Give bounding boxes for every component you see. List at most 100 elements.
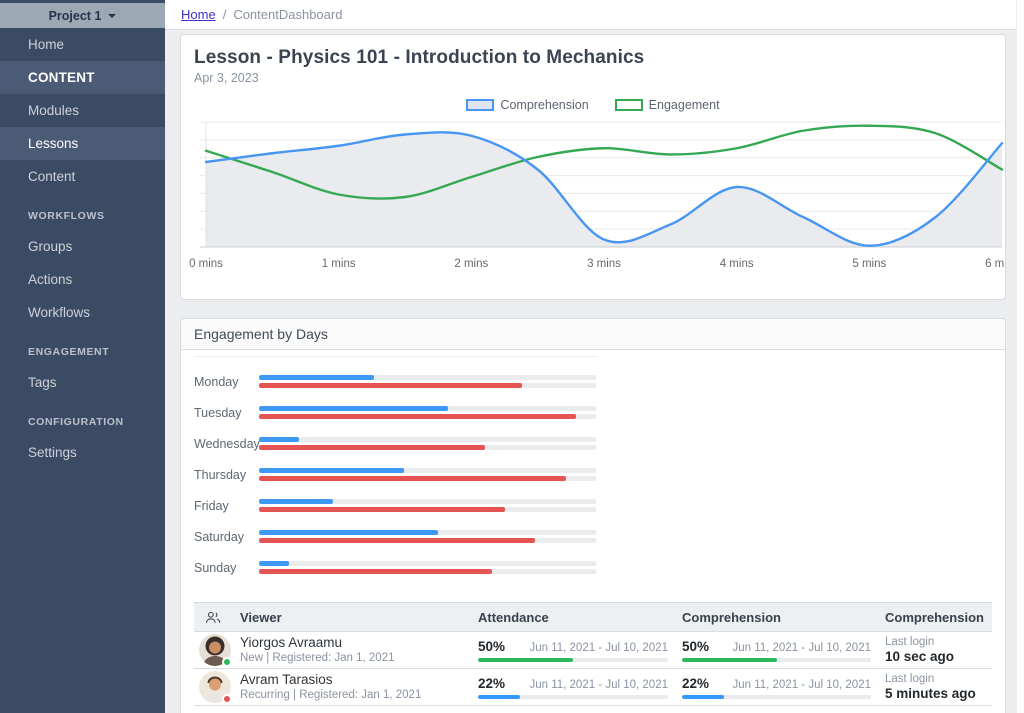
viewer-table: Viewer Attendance Comprehension Comprehensi… <box>194 602 992 706</box>
column-header-comprehension-3: Comprehension <box>885 609 984 625</box>
avatar <box>199 671 232 704</box>
day-label: Thursday <box>194 467 247 482</box>
main-area: Home / ContentDashboard Lesson - Physics… <box>165 0 1024 713</box>
day-label: Tuesday <box>194 405 242 420</box>
date-range: Jun 11, 2021 - Jul 10, 2021 <box>732 678 871 691</box>
sidebar-item-lessons[interactable]: Lessons <box>0 127 165 160</box>
day-row-wednesday: Wednesday <box>194 428 598 459</box>
sidebar-item-modules[interactable]: Modules <box>28 103 80 118</box>
progress-fill <box>478 694 520 699</box>
bar-fill-engagement-red <box>259 507 505 512</box>
progress-track <box>682 694 871 699</box>
breadcrumb-separator: / <box>222 7 227 22</box>
breadcrumb-home-link[interactable]: Home <box>181 7 216 22</box>
chart-legend: Comprehension Engagement <box>194 98 992 112</box>
project-dropdown[interactable]: Project 1 <box>0 3 165 28</box>
day-row-tuesday: Tuesday <box>194 397 598 428</box>
cell-last-login: Last login 10 sec ago <box>881 635 992 665</box>
bar-track <box>259 538 596 543</box>
viewer-meta: New | Registered: Jan 1, 2021 <box>240 652 395 664</box>
bar-track <box>259 375 596 380</box>
line-chart: 0 mins 1 mins 2 mins 3 mins 4 mins 5 mins 6 mi… <box>189 120 1006 272</box>
viewer-table-header-icon-cell <box>194 610 236 625</box>
percent-value: 22% <box>478 675 506 691</box>
sidebar-item-actions[interactable]: Actions <box>28 272 73 287</box>
cell-last-login: Last login 5 minutes ago <box>881 672 992 702</box>
lesson-card: Lesson - Physics 101 - Introduction to M… <box>180 34 1006 300</box>
day-bars <box>259 499 596 512</box>
date-range: Jun 11, 2021 - Jul 10, 2021 <box>529 641 668 654</box>
x-tick-label: 5 mins <box>852 258 887 270</box>
x-tick-label: 2 mins <box>454 258 489 270</box>
bar-track <box>259 530 596 535</box>
date-range: Jun 11, 2021 - Jul 10, 2021 <box>732 641 871 654</box>
sidebar-item-groups[interactable]: Groups <box>28 239 73 254</box>
bar-fill-engagement-red <box>259 414 576 419</box>
avatar-cell <box>194 634 236 667</box>
legend-item-engagement: Engagement <box>614 98 720 112</box>
viewer-table-header: Viewer Attendance Comprehension Comprehensi… <box>194 602 992 632</box>
bar-track <box>259 561 596 566</box>
sidebar-item-workflows[interactable]: Workflows <box>28 305 91 320</box>
column-header-attendance-1: Attendance <box>478 609 549 625</box>
breadcrumb: Home / ContentDashboard <box>165 0 1024 30</box>
bar-track <box>259 507 596 512</box>
sidebar-item-engagement: ENGAGEMENT <box>28 346 110 358</box>
progress-track <box>682 657 871 662</box>
column-header-comprehension-2: Comprehension <box>682 609 781 625</box>
cell-comprehension: 22% Jun 11, 2021 - Jul 10, 2021 <box>678 676 881 699</box>
bar-track <box>259 445 596 450</box>
sidebar-nav: Home CONTENT Modules Lessons Content WORKFLOW… <box>0 28 165 469</box>
day-bars <box>259 530 596 543</box>
column-header-viewer-0: Viewer <box>240 609 282 625</box>
cell-viewer: Avram Tarasios Recurring | Registered: Ja… <box>236 672 474 702</box>
sidebar-item-settings[interactable]: Settings <box>28 445 77 460</box>
last-login-label: Last login <box>885 673 935 685</box>
bar-fill-engagement-red <box>259 569 492 574</box>
page-scrollbar[interactable] <box>1016 0 1024 713</box>
people-icon <box>205 611 221 623</box>
cell-comprehension: 50% Jun 11, 2021 - Jul 10, 2021 <box>678 639 881 662</box>
sidebar-item-content[interactable]: Content <box>28 169 76 184</box>
table-row[interactable]: Yiorgos Avraamu New | Registered: Jan 1, … <box>194 632 992 669</box>
cell-attendance: 50% Jun 11, 2021 - Jul 10, 2021 <box>474 639 678 662</box>
viewer-name: Avram Tarasios <box>240 672 333 687</box>
bar-track <box>259 414 596 419</box>
cell-viewer: Yiorgos Avraamu New | Registered: Jan 1, … <box>236 635 474 665</box>
table-row[interactable]: Avram Tarasios Recurring | Registered: Ja… <box>194 669 992 706</box>
line-chart-canvas <box>200 121 1004 248</box>
bar-fill-engagement-blue <box>259 530 438 535</box>
bar-track <box>259 476 596 481</box>
x-tick-label: 1 mins <box>321 258 356 270</box>
divider <box>194 356 598 357</box>
viewer-name: Yiorgos Avraamu <box>240 635 343 650</box>
cell-attendance: 22% Jun 11, 2021 - Jul 10, 2021 <box>474 676 678 699</box>
x-tick-label: 4 mins <box>719 258 754 270</box>
viewer-meta: Recurring | Registered: Jan 1, 2021 <box>240 689 422 701</box>
bar-fill-engagement-red <box>259 476 566 481</box>
last-login-value: 10 sec ago <box>885 649 955 664</box>
engagement-card-header: Engagement by Days <box>181 319 1005 350</box>
percent-value: 50% <box>478 638 506 654</box>
sidebar-item-home[interactable]: Home <box>28 37 65 52</box>
engagement-bars-chart: Monday Tuesday Wednesday Thursday Friday Satu… <box>194 356 598 583</box>
bar-fill-engagement-blue <box>259 561 290 566</box>
day-bars <box>259 375 596 388</box>
bar-track <box>259 569 596 574</box>
day-bars <box>259 468 596 481</box>
progress-track <box>478 657 668 662</box>
day-bars <box>259 561 596 574</box>
day-bars <box>259 437 596 450</box>
sidebar-item-content[interactable]: CONTENT <box>0 61 165 94</box>
breadcrumb-current: ContentDashboard <box>233 7 343 22</box>
bar-track <box>259 468 596 473</box>
x-tick-label: 3 mins <box>587 258 621 270</box>
bar-fill-engagement-blue <box>259 406 448 411</box>
project-dropdown-label: Project 1 <box>48 8 102 23</box>
x-tick-label: 6 mins <box>985 258 1006 270</box>
avatar-photo <box>199 634 231 666</box>
sidebar-item-tags[interactable]: Tags <box>28 375 57 390</box>
progress-track <box>478 694 668 699</box>
bar-track <box>259 437 596 442</box>
